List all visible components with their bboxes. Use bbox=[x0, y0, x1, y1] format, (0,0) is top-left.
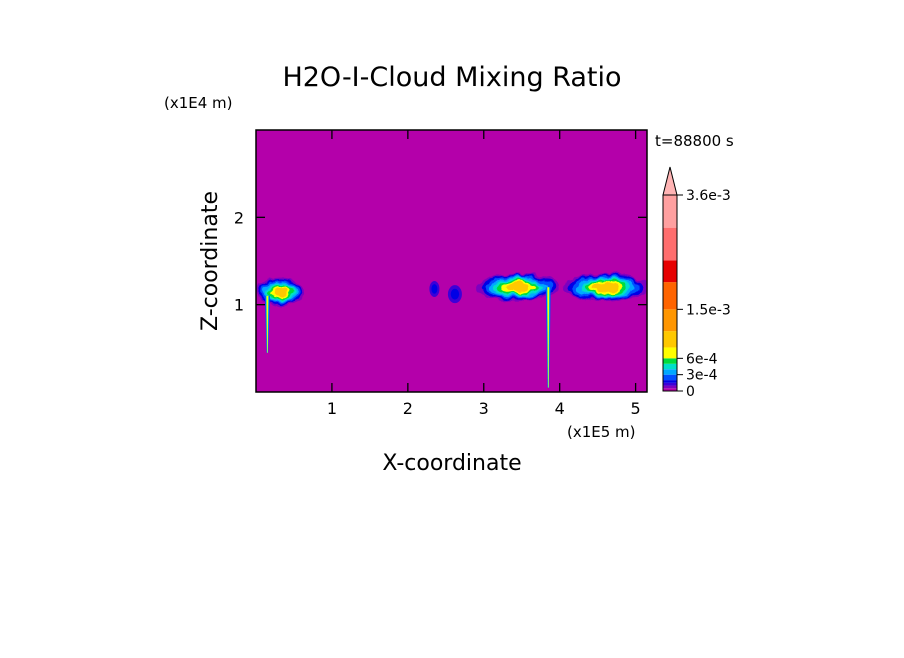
colorbar-frame bbox=[662, 194, 678, 392]
contour-band bbox=[273, 287, 289, 296]
central-precip-streak bbox=[545, 287, 551, 388]
left-cloud bbox=[256, 277, 306, 306]
x-scale-label: (x1E5 m) bbox=[567, 423, 636, 441]
x-tick-label: 5 bbox=[631, 399, 641, 418]
precip-streak-band bbox=[266, 295, 269, 353]
plot-background bbox=[256, 130, 647, 392]
x-tick-label: 3 bbox=[479, 399, 489, 418]
contour-band bbox=[450, 288, 460, 300]
colorbar-level bbox=[663, 282, 677, 310]
colorbar-tick-label: 3.6e-3 bbox=[686, 188, 731, 204]
x-tick-label: 4 bbox=[555, 399, 565, 418]
y-axis: 12 bbox=[234, 208, 647, 315]
colorbar-level bbox=[663, 369, 677, 375]
y-tick-label: 2 bbox=[234, 208, 244, 227]
precip-streak-band bbox=[547, 287, 550, 388]
colorbar-tick-label: 3e-4 bbox=[686, 368, 718, 384]
left-precip-streak bbox=[264, 295, 270, 353]
colorbar-tick-label: 6e-4 bbox=[686, 351, 718, 367]
x-axis: 1 2 3 4 5 bbox=[327, 130, 641, 418]
right-cloud bbox=[563, 273, 647, 302]
colorbar-level bbox=[663, 195, 677, 228]
x-axis-label: X-coordinate bbox=[382, 451, 521, 476]
central-cloud bbox=[476, 273, 560, 302]
colorbar-level bbox=[663, 374, 677, 381]
colorbar-level bbox=[663, 358, 677, 364]
chart-title: H2O-I-Cloud Mixing Ratio bbox=[282, 62, 621, 93]
y-scale-label: (x1E4 m) bbox=[164, 94, 233, 112]
colorbar-level bbox=[663, 260, 677, 283]
colorbar: 3.6e-3 1.5e-3 6e-43e-40 bbox=[662, 166, 731, 400]
colorbar-level bbox=[663, 347, 677, 359]
colorbar-level bbox=[663, 227, 677, 261]
small-eddy-1 bbox=[429, 280, 440, 297]
colorbar-tick-label: 1.5e-3 bbox=[686, 302, 731, 318]
colorbar-level bbox=[663, 309, 677, 332]
y-tick-label: 1 bbox=[234, 296, 244, 315]
x-tick-label: 1 bbox=[327, 399, 337, 418]
colorbar-level bbox=[663, 385, 677, 389]
colorbar-level bbox=[663, 382, 677, 386]
colorbar-level bbox=[663, 331, 677, 348]
colorbar-over-arrow bbox=[662, 166, 678, 196]
time-label: t=88800 s bbox=[655, 132, 734, 150]
contour-band bbox=[431, 284, 438, 294]
y-axis-label: Z-coordinate bbox=[198, 191, 223, 331]
contour-band bbox=[592, 283, 618, 292]
colorbar-level bbox=[663, 363, 677, 370]
small-eddy-2 bbox=[447, 285, 462, 304]
x-tick-label: 2 bbox=[403, 399, 413, 418]
colorbar-tick-label: 0 bbox=[686, 384, 695, 400]
cloud-layer bbox=[256, 273, 647, 388]
colorbar-level bbox=[663, 388, 677, 391]
contour-band bbox=[505, 283, 531, 292]
colorbar-level bbox=[663, 380, 677, 383]
plot-frame bbox=[255, 129, 648, 393]
